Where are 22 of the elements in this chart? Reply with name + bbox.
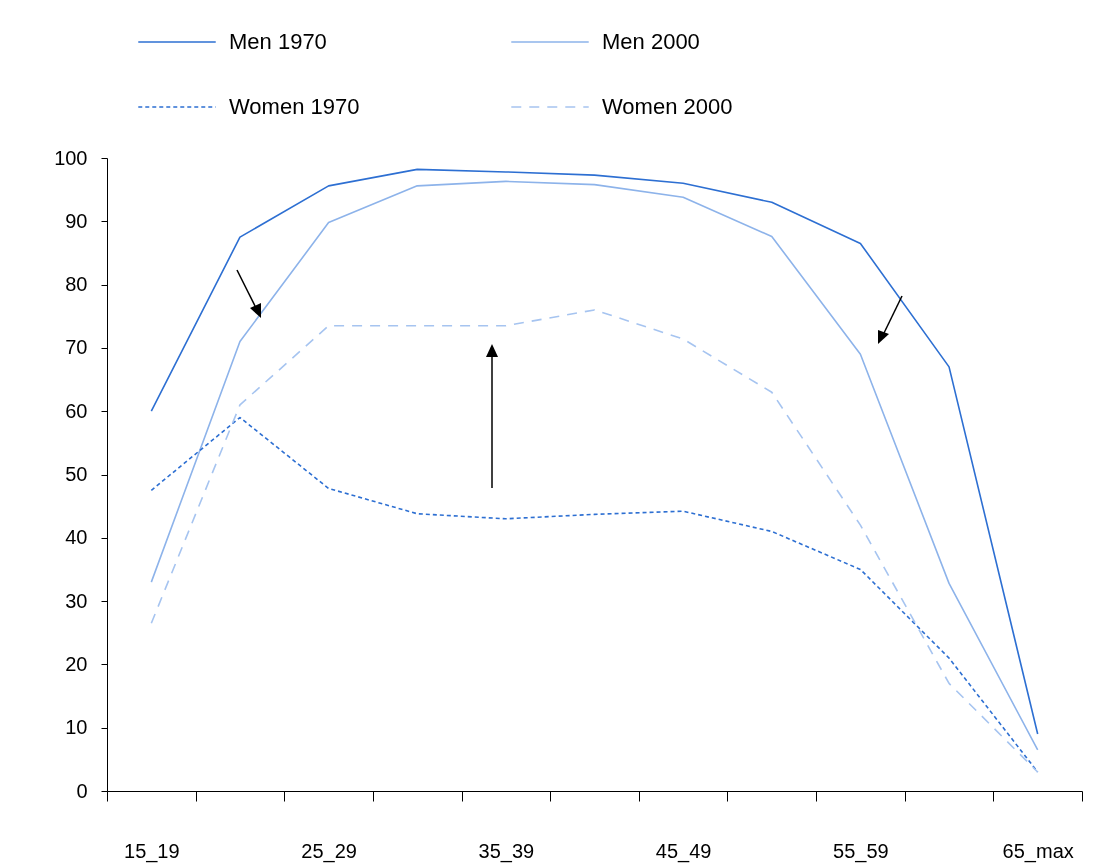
x-tick-label: 55_59 (833, 839, 889, 863)
y-tick-label: 50 (65, 463, 88, 485)
x-tick-label: 25_29 (301, 839, 357, 863)
x-tick-label: 15_19 (124, 839, 180, 863)
line-series (150, 309, 1039, 773)
y-tick-label: 10 (65, 716, 88, 739)
y-tick-label: 60 (65, 399, 88, 422)
y-tick-label: 100 (54, 146, 88, 169)
x-tick-label: 65_max (1002, 839, 1074, 863)
y-tick-label: 40 (65, 526, 88, 549)
y-tick-label: 30 (65, 589, 88, 612)
x-tick-label: 35_39 (478, 839, 535, 863)
y-tick-label: 90 (65, 209, 88, 232)
legend-label: Women 1970 (229, 94, 360, 119)
y-tick-label: 0 (76, 779, 88, 802)
y-tick-label: 70 (65, 336, 88, 359)
legend-label: Women 2000 (602, 94, 733, 119)
legend-label: Men 2000 (602, 29, 700, 54)
x-tick-label: 45_49 (655, 839, 712, 863)
y-tick-label: 20 (65, 652, 88, 675)
y-tick-label: 80 (65, 273, 88, 296)
legend-label: Men 1970 (229, 29, 327, 54)
